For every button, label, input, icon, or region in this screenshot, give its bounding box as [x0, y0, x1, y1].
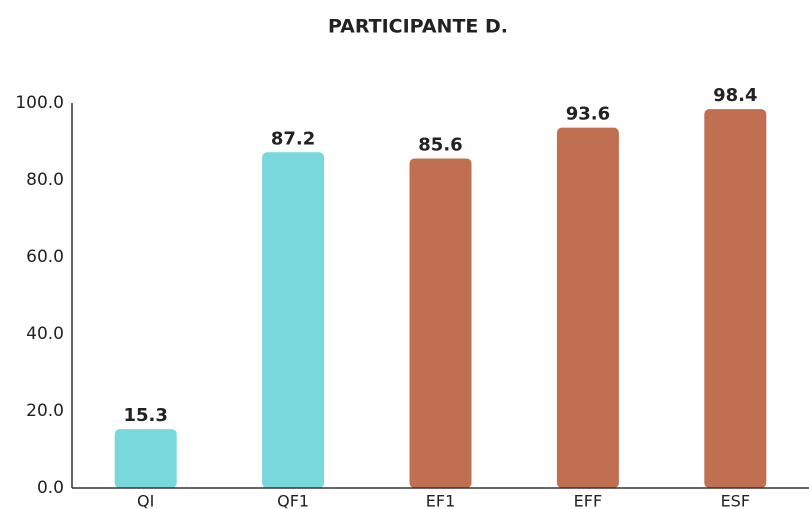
data-label: 15.3	[123, 405, 167, 426]
y-tick-label: 100.0	[15, 93, 64, 113]
y-tick-label: 20.0	[26, 401, 64, 421]
bar	[262, 152, 325, 488]
data-label: 87.2	[271, 128, 315, 149]
x-tick-label: EFF	[574, 492, 603, 509]
bar	[556, 127, 619, 488]
y-tick-label: 60.0	[26, 247, 64, 267]
y-tick-label: 40.0	[26, 324, 64, 344]
bar	[704, 109, 767, 488]
bar	[409, 158, 472, 488]
chart-title: PARTICIPANTE D.	[328, 16, 508, 38]
data-label: 85.6	[418, 134, 462, 155]
y-tick-label: 80.0	[26, 170, 64, 190]
x-tick-label: QF1	[277, 492, 309, 509]
x-tick-label: QI	[137, 492, 154, 509]
y-tick-label: 0.0	[37, 478, 64, 498]
x-tick-label: ESF	[721, 492, 750, 509]
x-tick-label: EF1	[426, 492, 456, 509]
data-label: 93.6	[566, 104, 610, 125]
bar	[114, 429, 177, 488]
data-label: 98.4	[713, 85, 757, 106]
